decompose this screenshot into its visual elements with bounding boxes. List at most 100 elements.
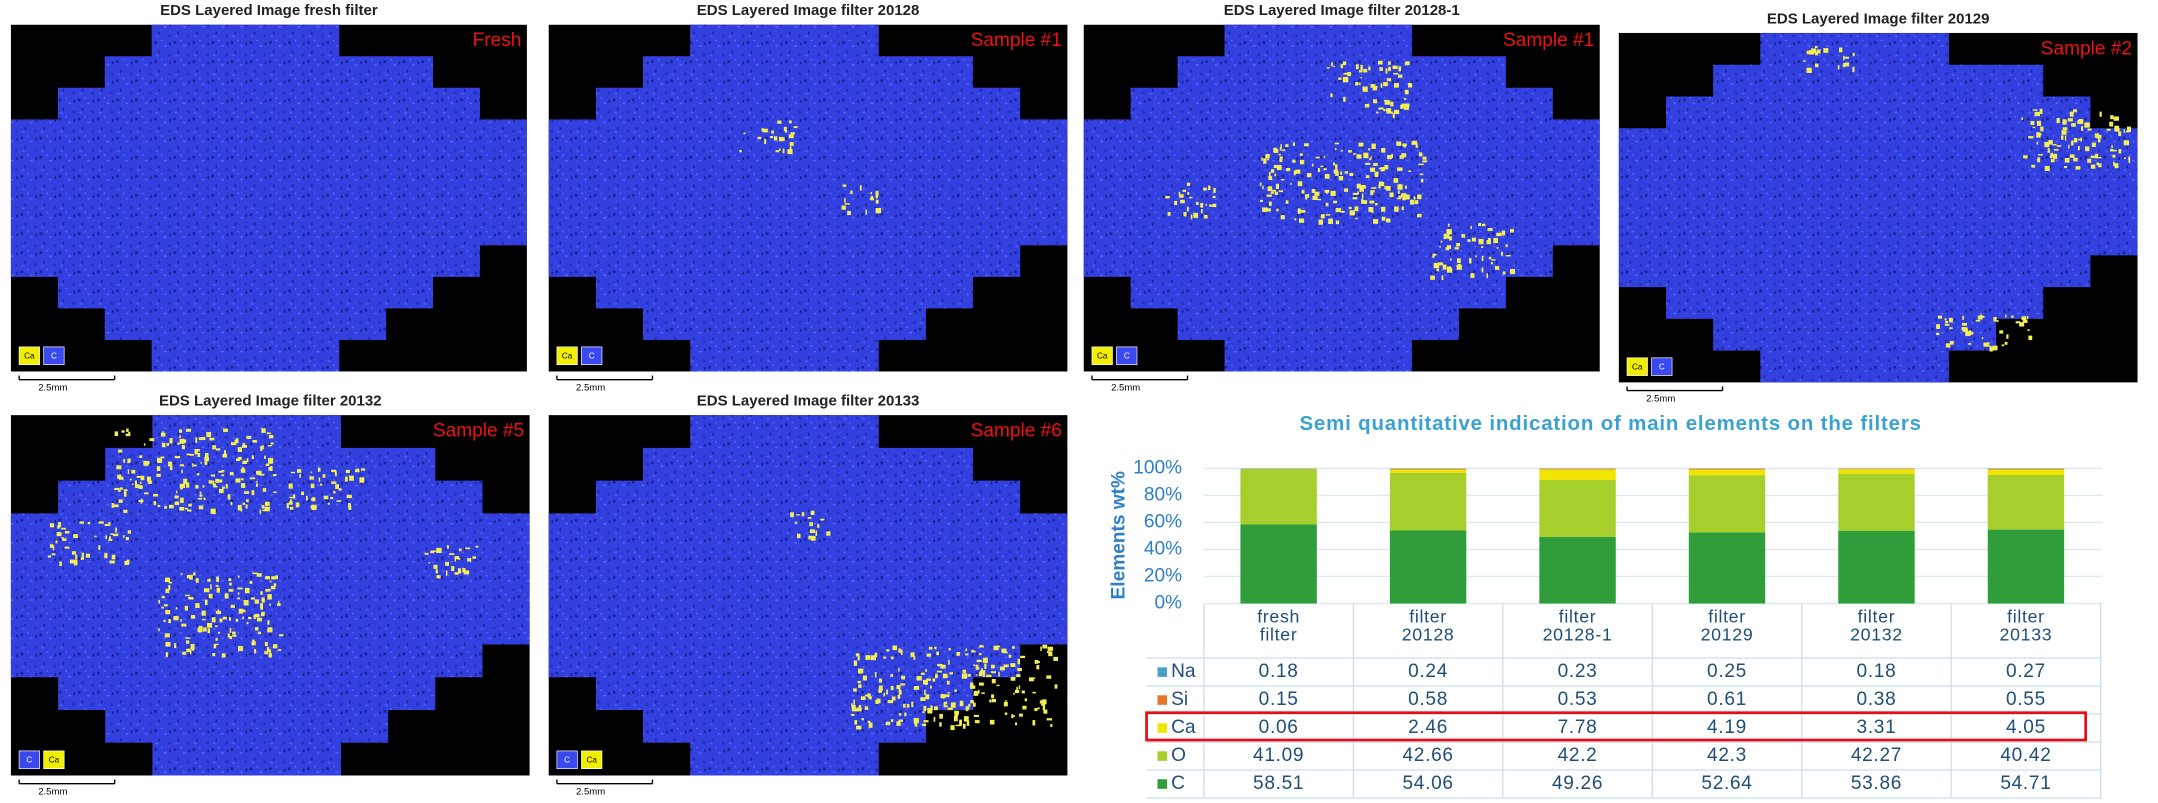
ca-speck xyxy=(1949,327,1952,329)
ca-speck xyxy=(1348,150,1352,152)
ca-speck xyxy=(974,715,979,717)
ca-speck xyxy=(914,686,919,690)
value-label: 42.2 xyxy=(1558,745,1598,766)
ca-speck xyxy=(1316,157,1320,159)
ca-speck xyxy=(209,594,213,599)
ca-speck xyxy=(158,600,160,604)
ca-speck xyxy=(1042,645,1047,649)
ca-speck xyxy=(1012,646,1015,649)
ca-speck xyxy=(212,445,216,449)
ca-speck xyxy=(1355,218,1358,219)
ca-speck xyxy=(901,676,905,680)
ca-speck xyxy=(853,707,855,710)
ca-speck xyxy=(1415,200,1419,204)
ca-speck xyxy=(1340,172,1342,175)
ca-speck xyxy=(892,696,896,700)
ca-speck xyxy=(811,511,815,515)
ca-speck xyxy=(1436,269,1439,271)
ca-speck xyxy=(2053,154,2057,159)
ca-speck xyxy=(195,485,198,489)
ca-speck xyxy=(183,439,186,442)
ca-speck xyxy=(976,665,979,667)
x-tick-label: filter 20133 xyxy=(1984,608,2069,643)
ca-speck xyxy=(1369,158,1371,160)
ca-speck xyxy=(1406,195,1410,200)
ca-speck xyxy=(1475,255,1476,257)
ca-speck xyxy=(1982,337,1983,339)
ca-speck xyxy=(826,531,830,535)
ca-speck xyxy=(1408,170,1411,171)
ca-speck xyxy=(923,706,926,711)
ca-speck xyxy=(250,581,253,584)
ca-speck xyxy=(935,674,938,678)
ca-speck xyxy=(1048,647,1053,651)
ca-speck xyxy=(1386,68,1388,73)
ca-speck xyxy=(851,703,853,708)
ca-speck xyxy=(2030,121,2034,125)
ca-speck xyxy=(2002,344,2005,346)
ca-speck xyxy=(1482,268,1484,273)
ca-speck xyxy=(929,647,933,650)
ca-speck xyxy=(1011,677,1016,681)
ca-speck xyxy=(1398,66,1401,71)
ca-speck xyxy=(1383,82,1388,86)
ca-speck xyxy=(86,554,90,558)
ca-speck xyxy=(267,594,271,599)
ca-speck xyxy=(1510,229,1514,233)
ca-speck xyxy=(1358,143,1363,147)
ca-speck xyxy=(1338,78,1341,80)
ca-speck xyxy=(1298,181,1302,186)
ca-speck xyxy=(936,652,939,655)
ca-speck xyxy=(2057,145,2061,147)
x-tick-label: filter 20128-1 xyxy=(1535,608,1620,643)
ca-speck xyxy=(1274,165,1278,168)
ca-speck xyxy=(1999,330,2003,333)
ca-speck xyxy=(1034,708,1037,711)
ca-speck xyxy=(1381,167,1385,171)
ca-speck xyxy=(333,491,335,493)
image-tag: Fresh xyxy=(473,30,522,51)
ca-speck xyxy=(1470,226,1472,229)
ca-speck xyxy=(901,650,903,655)
ca-speck xyxy=(2091,165,2095,169)
ca-speck xyxy=(311,472,313,474)
ca-speck xyxy=(328,503,330,505)
ca-speck xyxy=(1491,259,1495,260)
ca-speck xyxy=(228,633,230,637)
ca-speck xyxy=(967,721,970,726)
bar-segment xyxy=(1689,470,1765,476)
ca-speck xyxy=(271,442,274,444)
ca-speck xyxy=(50,523,54,527)
ca-speck xyxy=(2098,163,2101,167)
ca-speck xyxy=(802,512,805,516)
ca-speck xyxy=(1353,193,1358,195)
value-label: 0.24 xyxy=(1408,661,1448,682)
ca-speck xyxy=(1503,271,1506,274)
ca-speck xyxy=(2027,316,2028,319)
ca-speck xyxy=(937,671,942,673)
ca-speck xyxy=(962,673,967,678)
ca-speck xyxy=(74,560,77,565)
ca-speck xyxy=(1187,183,1190,186)
value-label: 42.27 xyxy=(1851,745,1902,766)
legend-label: Ca xyxy=(24,352,35,361)
ca-speck xyxy=(165,578,170,583)
ca-speck xyxy=(1260,183,1262,186)
value-label: 7.78 xyxy=(1558,717,1598,738)
ca-speck xyxy=(1279,190,1283,192)
ca-speck xyxy=(2039,133,2042,135)
ca-speck xyxy=(965,649,967,651)
ca-speck xyxy=(237,597,240,599)
ca-speck xyxy=(1442,275,1444,280)
ca-speck xyxy=(1803,60,1806,61)
ca-speck xyxy=(1378,61,1383,65)
ca-speck xyxy=(948,692,950,694)
ca-speck xyxy=(1331,62,1333,66)
ca-speck xyxy=(1360,65,1362,70)
ca-speck xyxy=(170,465,173,470)
ca-speck xyxy=(238,592,240,594)
bar-segment xyxy=(1390,469,1466,470)
ca-speck xyxy=(1983,342,1988,346)
ca-speck xyxy=(1373,190,1374,193)
ca-speck xyxy=(1387,155,1392,159)
